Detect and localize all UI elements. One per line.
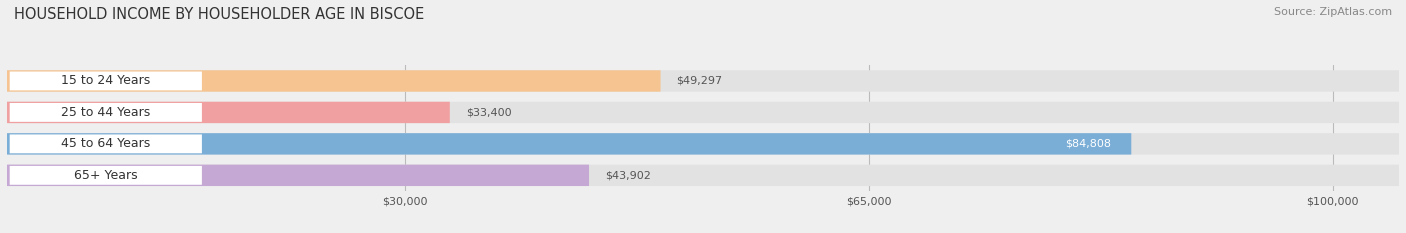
- FancyBboxPatch shape: [7, 165, 589, 186]
- FancyBboxPatch shape: [7, 133, 1399, 154]
- FancyBboxPatch shape: [7, 133, 1132, 154]
- Text: 45 to 64 Years: 45 to 64 Years: [62, 137, 150, 150]
- FancyBboxPatch shape: [10, 134, 202, 153]
- FancyBboxPatch shape: [10, 103, 202, 122]
- Text: 15 to 24 Years: 15 to 24 Years: [62, 75, 150, 87]
- Text: $43,902: $43,902: [605, 170, 651, 180]
- Text: 65+ Years: 65+ Years: [75, 169, 138, 182]
- Text: $49,297: $49,297: [676, 76, 723, 86]
- FancyBboxPatch shape: [7, 165, 1399, 186]
- Text: Source: ZipAtlas.com: Source: ZipAtlas.com: [1274, 7, 1392, 17]
- FancyBboxPatch shape: [10, 72, 202, 90]
- FancyBboxPatch shape: [7, 102, 1399, 123]
- FancyBboxPatch shape: [7, 70, 661, 92]
- Text: $84,808: $84,808: [1066, 139, 1111, 149]
- Text: 25 to 44 Years: 25 to 44 Years: [62, 106, 150, 119]
- Text: HOUSEHOLD INCOME BY HOUSEHOLDER AGE IN BISCOE: HOUSEHOLD INCOME BY HOUSEHOLDER AGE IN B…: [14, 7, 425, 22]
- FancyBboxPatch shape: [7, 102, 450, 123]
- Text: $33,400: $33,400: [465, 107, 512, 117]
- FancyBboxPatch shape: [7, 70, 1399, 92]
- FancyBboxPatch shape: [10, 166, 202, 185]
